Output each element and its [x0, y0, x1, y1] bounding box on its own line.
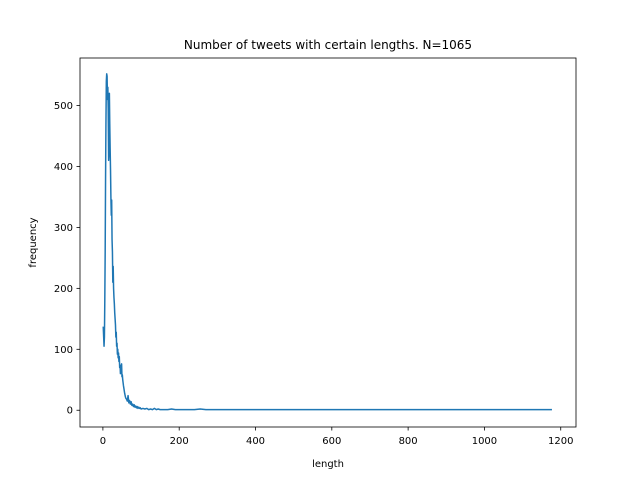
y-tick-label: 500 — [54, 101, 73, 112]
y-tick-label: 300 — [54, 223, 73, 234]
y-tick-label: 400 — [54, 162, 73, 173]
x-tick-label: 0 — [100, 436, 106, 447]
y-axis: 0 100 200 300 400 500 — [54, 101, 80, 417]
y-tick-label: 200 — [54, 284, 73, 295]
y-tick-label: 100 — [54, 345, 73, 356]
y-tick-label: 0 — [67, 406, 73, 417]
x-tick-label: 800 — [399, 436, 418, 447]
x-tick-label: 200 — [170, 436, 189, 447]
x-tick-label: 1000 — [472, 436, 497, 447]
plot-area — [79, 57, 577, 428]
axes-frame — [79, 57, 577, 428]
series-line — [102, 73, 552, 411]
x-tick-label: 400 — [246, 436, 265, 447]
x-axis: 0 200 400 600 800 1000 1200 — [100, 427, 573, 447]
x-axis-label: length — [312, 459, 344, 470]
x-tick-label: 600 — [322, 436, 341, 447]
y-axis-label: frequency — [28, 217, 39, 267]
chart-title: Number of tweets with certain lengths. N… — [184, 38, 472, 52]
x-tick-label: 1200 — [548, 436, 573, 447]
